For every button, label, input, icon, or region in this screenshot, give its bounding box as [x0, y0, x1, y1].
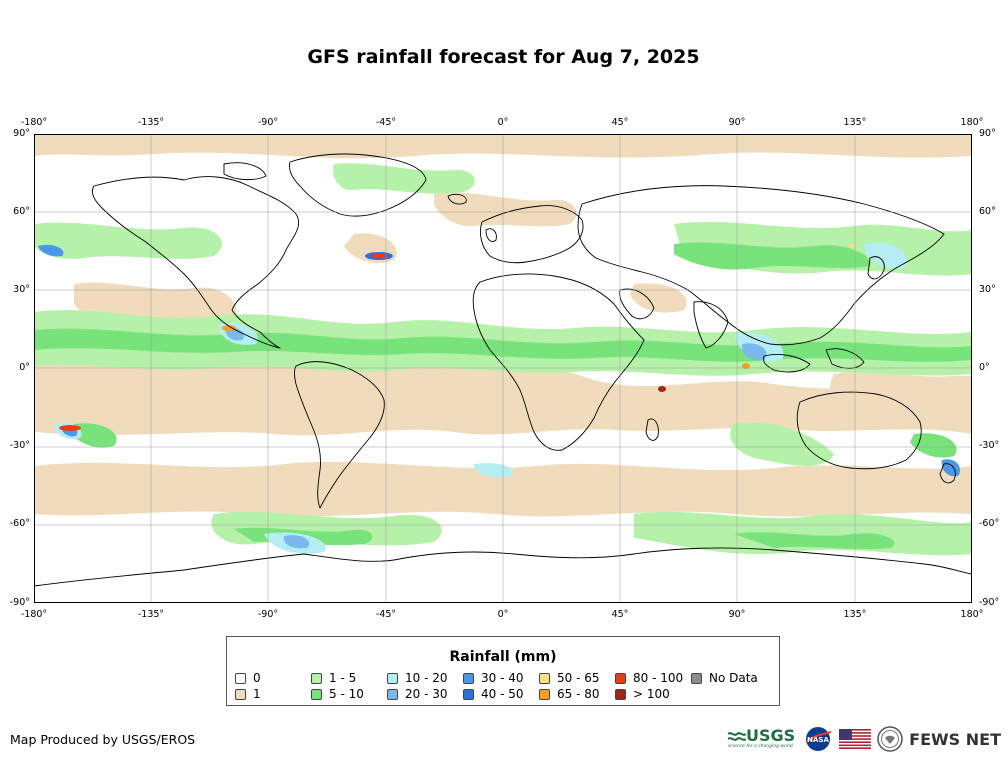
legend-swatch	[311, 689, 322, 700]
lat-tick-right: 60°	[979, 206, 996, 217]
credit-text: Map Produced by USGS/EROS	[10, 732, 196, 747]
legend-item: 50 - 65	[539, 672, 600, 685]
legend-swatch	[691, 673, 702, 684]
legend-swatch	[463, 673, 474, 684]
lat-tick-left: 90°	[13, 128, 30, 139]
lon-tick-top: 45°	[611, 117, 629, 128]
usgs-tagline: science for a changing world	[728, 744, 793, 749]
graticule	[34, 134, 972, 603]
lon-tick-top: 180°	[960, 117, 984, 128]
nasa-wordmark: NASA	[807, 736, 829, 744]
lon-tick-top: -180°	[20, 117, 48, 128]
legend-item: 5 - 10	[311, 688, 364, 701]
legend-swatch	[539, 689, 550, 700]
lon-tick-top: -90°	[257, 117, 279, 128]
lon-tick-top: 0°	[497, 117, 509, 128]
state-seal-icon	[877, 726, 903, 752]
lon-tick-top: -45°	[375, 117, 397, 128]
usgs-wave-icon	[728, 732, 746, 741]
lat-tick-left: 60°	[13, 206, 30, 217]
lat-tick-left: 30°	[13, 284, 30, 295]
legend-swatch	[311, 673, 322, 684]
lon-tick-bottom: -180°	[20, 609, 48, 620]
lat-tick-right: -90°	[979, 597, 1000, 608]
lat-tick-left: -30°	[9, 440, 30, 451]
lon-tick-bottom: 180°	[960, 609, 984, 620]
legend: Rainfall (mm) 0 1 1 - 5 5 - 10 10 - 20 2…	[226, 636, 780, 706]
legend-swatch	[235, 673, 246, 684]
legend-item: 1 - 5	[311, 672, 356, 685]
us-flag-icon	[839, 729, 872, 749]
map-title: GFS rainfall forecast for Aug 7, 2025	[307, 46, 700, 68]
lon-tick-bottom: -135°	[137, 609, 165, 620]
legend-item: 65 - 80	[539, 688, 600, 701]
legend-item: 40 - 50	[463, 688, 524, 701]
lat-tick-right: 30°	[979, 284, 996, 295]
legend-title: Rainfall (mm)	[449, 649, 557, 665]
legend-swatch	[387, 673, 398, 684]
coastlines	[34, 153, 972, 587]
lon-tick-top: 90°	[728, 117, 746, 128]
legend-swatch	[615, 673, 626, 684]
lon-tick-top: -135°	[137, 117, 165, 128]
lon-tick-bottom: -90°	[257, 609, 279, 620]
legend-item: 80 - 100	[615, 672, 683, 685]
lon-tick-bottom: 135°	[843, 609, 867, 620]
logo-strip: USGS science for a changing world NASA F…	[728, 724, 1001, 754]
legend-item: 20 - 30	[387, 688, 448, 701]
legend-swatch	[387, 689, 398, 700]
lon-tick-bottom: -45°	[375, 609, 397, 620]
lat-tick-right: -30°	[979, 440, 1000, 451]
legend-item: 0	[235, 672, 261, 685]
usgs-wordmark: USGS	[746, 726, 796, 745]
legend-swatch	[539, 673, 550, 684]
legend-item: 1	[235, 688, 261, 701]
lon-tick-bottom: 90°	[728, 609, 746, 620]
nasa-logo: NASA	[805, 727, 832, 751]
lat-tick-right: -60°	[979, 518, 1000, 529]
lat-tick-right: 0°	[979, 362, 990, 373]
legend-item: > 100	[615, 688, 670, 701]
usgs-logo: USGS science for a changing world	[728, 728, 795, 750]
lon-tick-bottom: 45°	[611, 609, 629, 620]
lat-tick-left: -60°	[9, 518, 30, 529]
lon-tick-bottom: 0°	[497, 609, 509, 620]
fews-net-wordmark: FEWS NET	[909, 729, 1002, 749]
lat-tick-right: 90°	[979, 128, 996, 139]
legend-swatch	[235, 689, 246, 700]
legend-item: 10 - 20	[387, 672, 448, 685]
lat-tick-left: -90°	[9, 597, 30, 608]
legend-item: No Data	[691, 672, 758, 685]
lat-tick-left: 0°	[19, 362, 30, 373]
legend-item: 30 - 40	[463, 672, 524, 685]
rainfall-map[interactable]	[34, 134, 972, 603]
legend-swatch	[615, 689, 626, 700]
legend-swatch	[463, 689, 474, 700]
lon-tick-top: 135°	[843, 117, 867, 128]
